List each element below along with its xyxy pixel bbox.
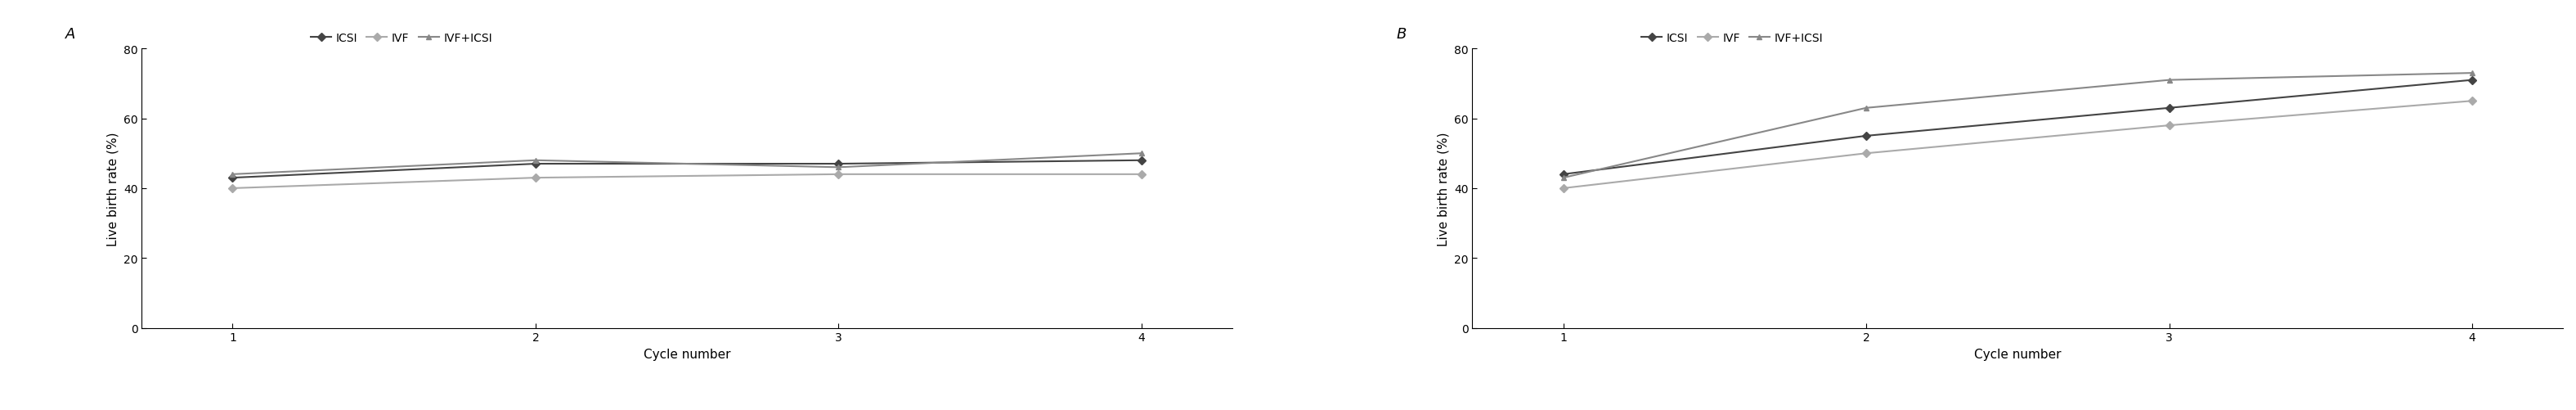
Y-axis label: Live birth rate (%): Live birth rate (%)	[1437, 132, 1450, 246]
X-axis label: Cycle number: Cycle number	[644, 348, 732, 360]
Text: B: B	[1396, 27, 1406, 41]
Line: ICSI: ICSI	[1561, 78, 2476, 178]
Legend: ICSI, IVF, IVF+ICSI: ICSI, IVF, IVF+ICSI	[312, 32, 492, 44]
ICSI	[1850, 134, 1880, 139]
IVF	[2458, 99, 2488, 104]
Y-axis label: Live birth rate (%): Live birth rate (%)	[106, 132, 118, 246]
ICSI	[1126, 158, 1157, 163]
IVF	[216, 186, 247, 191]
IVF	[520, 175, 551, 180]
ICSI	[2154, 106, 2184, 111]
ICSI	[216, 175, 247, 180]
Line: IVF+ICSI: IVF+ICSI	[1561, 71, 2476, 181]
X-axis label: Cycle number: Cycle number	[1973, 348, 2061, 360]
Text: A: A	[64, 27, 75, 41]
Legend: ICSI, IVF, IVF+ICSI: ICSI, IVF, IVF+ICSI	[1641, 32, 1824, 44]
IVF+ICSI	[216, 172, 247, 177]
IVF+ICSI	[1548, 175, 1579, 180]
IVF	[1126, 172, 1157, 177]
IVF+ICSI	[2154, 78, 2184, 83]
ICSI	[824, 162, 855, 166]
IVF+ICSI	[2458, 71, 2488, 76]
ICSI	[520, 162, 551, 166]
ICSI	[2458, 78, 2488, 83]
Line: ICSI: ICSI	[229, 158, 1144, 181]
IVF	[2154, 123, 2184, 128]
Line: IVF+ICSI: IVF+ICSI	[229, 151, 1144, 178]
ICSI	[1548, 172, 1579, 177]
IVF	[1548, 186, 1579, 191]
IVF+ICSI	[1126, 151, 1157, 156]
IVF+ICSI	[1850, 106, 1880, 111]
Line: IVF: IVF	[229, 172, 1144, 191]
IVF	[824, 172, 855, 177]
IVF+ICSI	[824, 165, 855, 170]
IVF	[1850, 151, 1880, 156]
Line: IVF: IVF	[1561, 99, 2476, 191]
IVF+ICSI	[520, 158, 551, 163]
